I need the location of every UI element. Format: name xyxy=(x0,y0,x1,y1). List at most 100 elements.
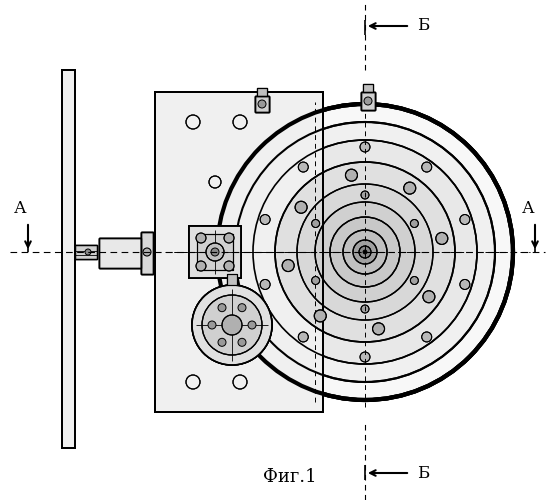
Circle shape xyxy=(404,182,416,194)
Bar xyxy=(363,84,373,92)
Bar xyxy=(155,92,323,412)
Circle shape xyxy=(192,285,272,365)
Bar xyxy=(75,245,97,259)
Bar xyxy=(197,234,233,270)
Circle shape xyxy=(343,230,387,274)
Circle shape xyxy=(248,321,256,329)
Circle shape xyxy=(361,305,369,313)
Circle shape xyxy=(143,248,151,256)
Circle shape xyxy=(224,233,234,243)
Circle shape xyxy=(224,261,234,271)
Bar xyxy=(155,92,323,412)
Circle shape xyxy=(208,321,216,329)
Bar xyxy=(363,84,373,92)
Circle shape xyxy=(364,97,372,105)
Bar xyxy=(189,226,241,278)
Circle shape xyxy=(373,323,384,335)
Circle shape xyxy=(218,304,226,312)
Bar xyxy=(227,274,237,285)
Circle shape xyxy=(311,276,320,284)
Circle shape xyxy=(460,280,470,289)
Circle shape xyxy=(206,243,224,261)
Circle shape xyxy=(196,233,206,243)
Bar xyxy=(189,226,241,278)
Circle shape xyxy=(363,250,367,254)
Text: А: А xyxy=(14,200,26,217)
Circle shape xyxy=(299,162,308,172)
Circle shape xyxy=(222,315,242,335)
Bar xyxy=(257,88,267,96)
Bar xyxy=(361,92,375,110)
Text: А: А xyxy=(522,200,535,217)
Circle shape xyxy=(248,321,256,329)
Circle shape xyxy=(211,248,219,256)
Circle shape xyxy=(143,248,151,256)
Bar xyxy=(197,234,233,270)
Circle shape xyxy=(422,162,432,172)
Circle shape xyxy=(222,315,242,335)
Circle shape xyxy=(258,100,266,108)
Bar xyxy=(255,96,269,112)
Bar xyxy=(62,70,75,448)
Bar xyxy=(363,84,373,92)
Bar xyxy=(62,70,75,448)
Bar xyxy=(75,245,97,259)
Circle shape xyxy=(202,295,262,355)
Bar xyxy=(75,245,97,259)
Circle shape xyxy=(206,243,224,261)
Bar xyxy=(155,92,323,412)
Circle shape xyxy=(364,97,372,105)
Text: Б: Б xyxy=(417,464,429,481)
Circle shape xyxy=(410,276,418,284)
Circle shape xyxy=(238,304,246,312)
Bar xyxy=(99,238,141,268)
Bar xyxy=(227,274,237,285)
Circle shape xyxy=(260,280,270,289)
Bar xyxy=(255,96,269,112)
Bar xyxy=(75,245,97,259)
Bar xyxy=(141,232,153,274)
Circle shape xyxy=(359,246,371,258)
Circle shape xyxy=(196,233,206,243)
Bar xyxy=(255,96,269,112)
Circle shape xyxy=(238,338,246,346)
Circle shape xyxy=(224,233,234,243)
Bar xyxy=(257,88,267,96)
Circle shape xyxy=(238,304,246,312)
Circle shape xyxy=(202,295,262,355)
Circle shape xyxy=(224,261,234,271)
Bar xyxy=(141,232,153,274)
Circle shape xyxy=(297,184,433,320)
Bar xyxy=(141,232,153,274)
Bar xyxy=(361,92,375,110)
Circle shape xyxy=(211,248,219,256)
Circle shape xyxy=(235,122,495,382)
Text: Б: Б xyxy=(417,18,429,34)
Circle shape xyxy=(345,169,358,181)
Text: Фиг.1: Фиг.1 xyxy=(263,468,317,486)
Circle shape xyxy=(460,214,470,224)
Bar xyxy=(62,70,75,448)
Circle shape xyxy=(436,232,448,244)
Circle shape xyxy=(218,338,226,346)
Bar xyxy=(227,274,237,285)
Bar xyxy=(361,92,375,110)
Circle shape xyxy=(217,104,513,400)
Bar xyxy=(62,70,75,448)
Circle shape xyxy=(85,249,91,255)
Bar xyxy=(255,96,269,112)
Circle shape xyxy=(208,321,216,329)
Bar xyxy=(257,88,267,96)
Circle shape xyxy=(258,100,266,108)
Circle shape xyxy=(253,140,477,364)
Bar xyxy=(99,238,141,268)
Bar xyxy=(197,234,233,270)
Circle shape xyxy=(314,310,326,322)
Bar xyxy=(363,84,373,92)
Circle shape xyxy=(192,285,272,365)
Circle shape xyxy=(85,249,91,255)
Circle shape xyxy=(295,202,307,213)
Bar xyxy=(189,226,241,278)
Circle shape xyxy=(275,162,455,342)
Circle shape xyxy=(238,338,246,346)
